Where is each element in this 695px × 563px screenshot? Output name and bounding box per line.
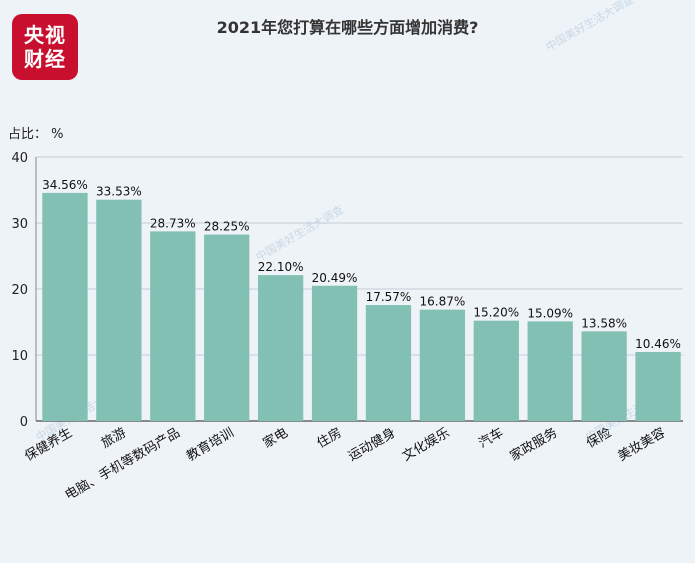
y-tick-label-2: 20 — [11, 283, 28, 298]
bar-9 — [528, 321, 573, 421]
x-category-label-5: 住房 — [314, 425, 345, 452]
bar-2 — [150, 231, 195, 421]
x-category-label-8: 汽车 — [476, 425, 507, 452]
bar-value-label-9: 15.09% — [527, 306, 573, 320]
bar-0 — [42, 193, 87, 421]
bar-11 — [635, 352, 680, 421]
bar-value-label-10: 13.58% — [581, 316, 627, 330]
x-category-label-1: 旅游 — [99, 425, 129, 451]
y-tick-label-0: 0 — [20, 415, 28, 430]
x-category-label-4: 家电 — [260, 425, 291, 452]
bar-6 — [366, 305, 411, 421]
bar-value-label-0: 34.56% — [42, 178, 88, 192]
bar-value-label-7: 16.87% — [419, 295, 465, 309]
bar-5 — [312, 286, 357, 421]
x-category-label-3: 教育培训 — [184, 425, 237, 465]
bar-8 — [474, 321, 519, 421]
bar-value-label-6: 17.57% — [366, 290, 412, 304]
x-category-label-10: 保险 — [584, 425, 614, 451]
x-category-label-9: 家政服务 — [507, 425, 560, 465]
bar-4 — [258, 275, 303, 421]
y-tick-label-3: 30 — [11, 217, 28, 232]
bar-value-label-8: 15.20% — [473, 306, 519, 320]
bar-value-label-3: 28.25% — [204, 220, 250, 234]
bar-value-label-1: 33.53% — [96, 185, 142, 199]
bar-value-label-4: 22.10% — [258, 260, 304, 274]
bar-10 — [581, 331, 626, 421]
bar-7 — [420, 310, 465, 421]
x-category-label-0: 保健养生 — [22, 425, 75, 465]
bar-value-label-2: 28.73% — [150, 216, 196, 230]
bar-value-label-5: 20.49% — [312, 271, 358, 285]
x-category-label-7: 文化娱乐 — [400, 425, 453, 464]
y-tick-label-4: 40 — [11, 151, 28, 166]
bar-1 — [96, 200, 141, 421]
x-category-label-6: 运动健身 — [345, 425, 398, 465]
y-tick-label-1: 10 — [11, 349, 28, 364]
x-category-label-11: 美妆美容 — [615, 425, 668, 465]
bar-value-label-11: 10.46% — [635, 337, 681, 351]
bar-3 — [204, 235, 249, 421]
